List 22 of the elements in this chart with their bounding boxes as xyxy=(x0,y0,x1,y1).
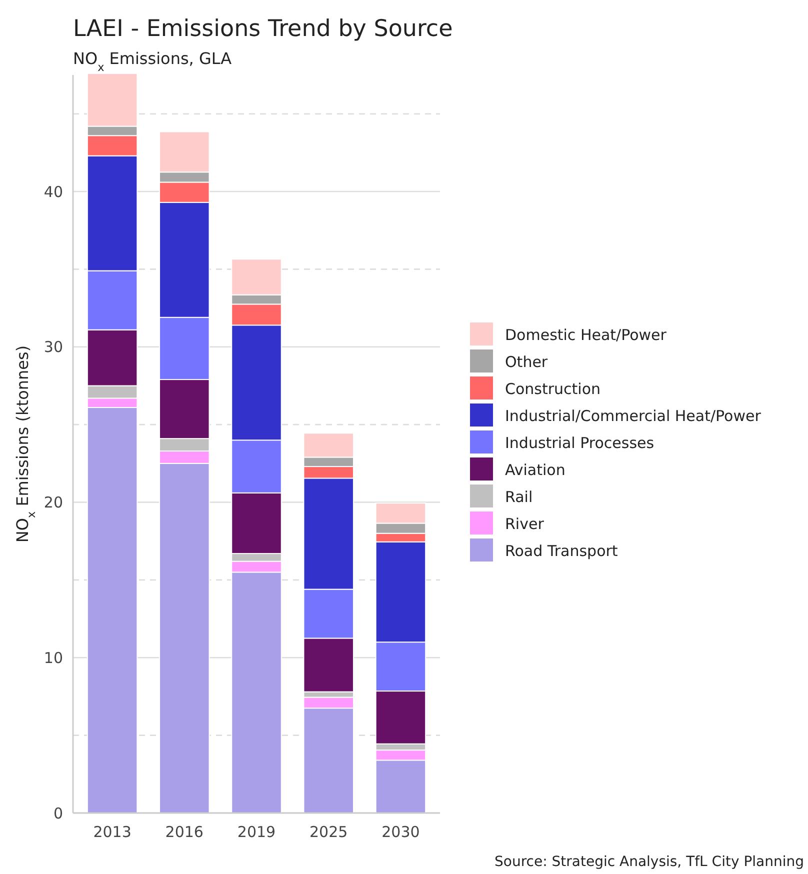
legend-label: Rail xyxy=(505,488,533,506)
x-tick-label: 2016 xyxy=(165,823,204,841)
y-tick-label: 20 xyxy=(44,494,63,512)
y-tick-label: 40 xyxy=(44,182,63,201)
legend-label: Industrial Processes xyxy=(505,434,654,452)
source-note: Source: Strategic Analysis, TfL City Planning xyxy=(494,854,804,870)
legend-label: River xyxy=(505,514,545,533)
y-tick-label: 10 xyxy=(44,648,63,667)
legend-label: Road Transport xyxy=(505,542,618,560)
y-tick-label: 0 xyxy=(53,804,63,822)
chart-subtitle: NO$_{x}$ Emissions, GLA xyxy=(73,49,232,74)
legend-label: Other xyxy=(505,352,548,371)
y-tick-label: 30 xyxy=(44,338,63,356)
legend-label: Aviation xyxy=(505,460,566,479)
legend-label: Industrial/Commercial Heat/Power xyxy=(505,406,762,425)
x-tick-label: 2013 xyxy=(93,823,132,841)
legend-label: Construction xyxy=(505,380,601,398)
x-tick-label: 2019 xyxy=(237,823,276,841)
x-tick-label: 2025 xyxy=(310,823,348,841)
legend-label: Domestic Heat/Power xyxy=(505,326,668,344)
chart-title: LAEI - Emissions Trend by Source xyxy=(73,16,453,42)
x-tick-label: 2030 xyxy=(382,823,420,841)
